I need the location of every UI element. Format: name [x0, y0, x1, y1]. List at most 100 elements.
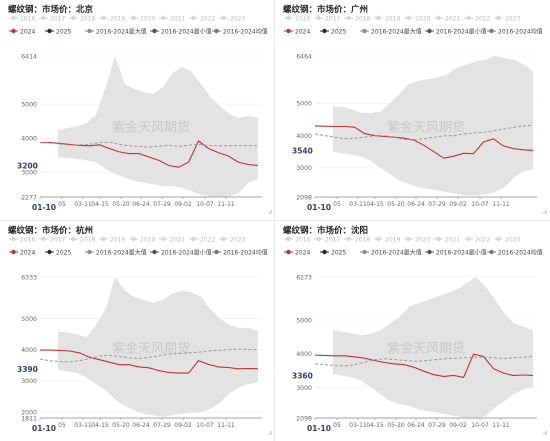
- current-value-label: 3200: [17, 162, 38, 171]
- legend-item-2: 2016-2024最大值: [85, 248, 147, 256]
- legend-item-2023: 2023: [219, 15, 245, 22]
- x-tick-label: 09-02: [174, 422, 192, 429]
- legend-item-0: 2024: [9, 28, 35, 35]
- chart-title: 螺纹钢：市场价：广州: [283, 5, 369, 15]
- series-2024-line: [314, 125, 534, 159]
- legend-label: 2016-2024最小值: [436, 248, 487, 256]
- x-tick-label: 10-07: [196, 201, 214, 208]
- legend-label: 2025: [56, 28, 71, 35]
- current-value-label: 3390: [17, 365, 38, 374]
- legend-item-2022: 2022: [189, 236, 215, 243]
- chart-panel-beijing: 2016 2017 2018 2019 2020 2021 2022 2023 2024 2025…: [0, 0, 275, 220]
- legend-label: 2016-2024均值: [498, 248, 543, 256]
- legend-label: 2021: [445, 15, 460, 22]
- legend-label: 2023: [230, 15, 245, 22]
- chart-title: 螺纹钢：市场价：杭州: [8, 226, 94, 236]
- legend-marker: [214, 28, 219, 34]
- y-tick-label: 2277: [21, 194, 37, 201]
- legend-label: 2020: [140, 15, 155, 22]
- legend-marker: [221, 15, 226, 21]
- x-tick-label: 07-29: [428, 201, 446, 208]
- legend-label: 2017: [50, 236, 65, 243]
- legend-marker: [406, 236, 411, 242]
- resize-marker: [268, 210, 272, 214]
- legend-marker: [286, 249, 291, 255]
- chart-svg: 2016 2017 2018 2019 2020 2021 2022 2023 2024 2025…: [284, 236, 547, 435]
- legend-marker: [11, 28, 16, 34]
- legend-label: 2020: [415, 15, 430, 22]
- legend-marker: [11, 249, 16, 255]
- x-tick-label: 09-02: [449, 422, 467, 429]
- y-tick-label: 6464: [296, 53, 312, 60]
- legend-item-2020: 2020: [404, 236, 430, 243]
- legend-label: 2025: [331, 249, 346, 256]
- legend-item-2019: 2019: [99, 15, 125, 22]
- x-tick-label: 10-07: [471, 422, 489, 429]
- legend-label: 2023: [230, 236, 245, 243]
- range-band: [333, 277, 533, 418]
- legend-item-4: 2016-2024均值: [212, 248, 268, 256]
- legend-label: 2019: [110, 15, 125, 22]
- chart-svg: 2016 2017 2018 2019 2020 2021 2022 2023 2024 2025…: [284, 15, 547, 214]
- y-tick-label: 3000: [21, 378, 37, 385]
- legend-item-2018: 2018: [344, 236, 370, 243]
- legend-marker: [152, 249, 157, 255]
- legend-marker: [466, 15, 471, 21]
- legend-item-2020: 2020: [129, 236, 155, 243]
- legend-marker: [316, 236, 321, 242]
- legend-label: 2019: [110, 236, 125, 243]
- legend-marker: [436, 15, 441, 21]
- legend-label: 2016-2024最小值: [161, 27, 212, 35]
- legend-item-0: 2024: [284, 28, 310, 35]
- chart-title: 螺纹钢：市场价：沈阳: [283, 226, 369, 236]
- legend-label: 2018: [80, 15, 95, 22]
- x-tick-label: 03-11: [349, 422, 367, 429]
- x-tick-label: 04-15: [366, 201, 384, 208]
- legend-label: 2019: [385, 236, 400, 243]
- series-average-line: [39, 348, 259, 363]
- y-tick-label: 5000: [296, 101, 312, 108]
- legend-marker: [47, 249, 52, 255]
- legend-label: 2016: [20, 15, 35, 22]
- x-tick-label: 05: [333, 201, 341, 208]
- legend-label: 2016-2024最小值: [436, 27, 487, 35]
- legend-item-2019: 2019: [374, 236, 400, 243]
- x-tick-label: 06-24: [132, 201, 150, 208]
- legend-marker: [101, 236, 106, 242]
- legend-item-2020: 2020: [404, 15, 430, 22]
- series-average-line: [314, 124, 534, 141]
- legend-item-2017: 2017: [39, 15, 65, 22]
- legend-item-2020: 2020: [129, 15, 155, 22]
- watermark: 紫金天风期货: [387, 341, 465, 357]
- series-average-line: [39, 141, 258, 148]
- legend-marker: [161, 236, 166, 242]
- legend-label: 2024: [295, 249, 310, 256]
- series-2024-line: [314, 353, 534, 379]
- legend-item-3: 2016-2024最小值: [425, 27, 487, 35]
- x-tick-label: 05-20: [387, 422, 405, 429]
- resize-marker: [543, 210, 547, 214]
- legend-label: 2016-2024最小值: [161, 248, 212, 256]
- legend-item-2018: 2018: [69, 15, 95, 22]
- legend-label: 2017: [50, 15, 65, 22]
- legend-label: 2021: [170, 15, 185, 22]
- x-tick-label: 11-11: [217, 201, 235, 208]
- legend-label: 2020: [415, 236, 430, 243]
- y-tick-label: 6273: [296, 274, 312, 281]
- x-tick-label: 07-29: [428, 422, 446, 429]
- legend-item-2022: 2022: [464, 236, 490, 243]
- watermark: 紫金天风期货: [112, 120, 190, 136]
- y-tick-label: 2098: [296, 415, 312, 422]
- legend-label: 2016-2024均值: [223, 27, 268, 35]
- y-tick-label: 2098: [296, 194, 312, 201]
- legend-marker: [489, 28, 494, 34]
- legend-label: 2016: [20, 236, 35, 243]
- legend-item-1: 2025: [320, 28, 346, 35]
- legend-item-2022: 2022: [464, 15, 490, 22]
- x-tick-label: 05-20: [112, 201, 130, 208]
- resize-marker: [268, 431, 272, 435]
- legend-marker: [191, 15, 196, 21]
- legend-item-2021: 2021: [434, 15, 460, 22]
- legend-label: 2024: [20, 249, 35, 256]
- legend-marker: [376, 15, 381, 21]
